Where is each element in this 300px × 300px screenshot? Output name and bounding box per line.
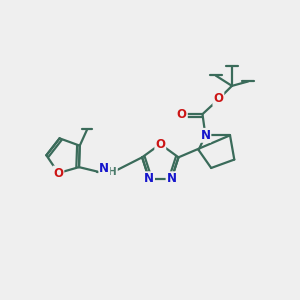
Text: O: O [213, 92, 224, 105]
Text: O: O [155, 138, 165, 151]
Text: N: N [200, 129, 210, 142]
Text: H: H [108, 167, 117, 176]
Text: N: N [144, 172, 154, 185]
Text: O: O [177, 108, 187, 121]
Text: N: N [167, 172, 177, 185]
Text: O: O [53, 167, 63, 179]
Text: N: N [99, 161, 109, 175]
